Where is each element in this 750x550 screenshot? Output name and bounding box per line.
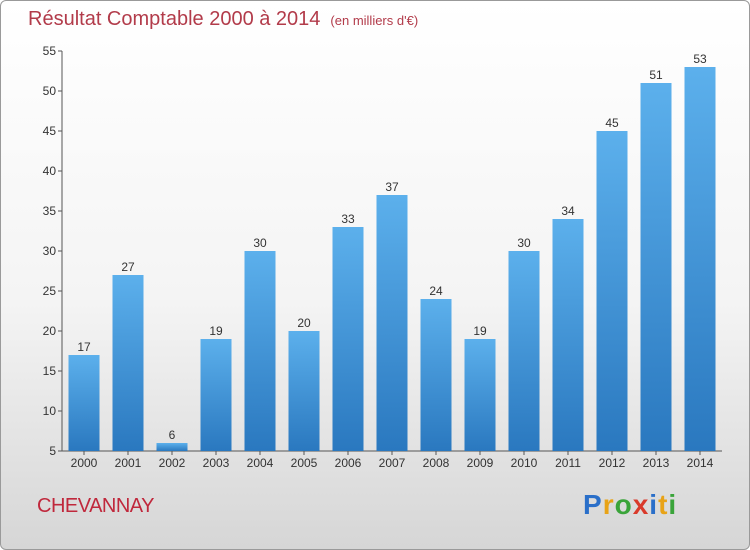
y-tick-label: 30 [43, 244, 57, 258]
x-tick-label: 2001 [115, 456, 142, 470]
y-tick-label: 45 [43, 124, 57, 138]
y-tick-label: 50 [43, 84, 57, 98]
brand-logo: Proxiti [583, 489, 677, 521]
brand-letter: i [649, 489, 659, 520]
y-tick-label: 5 [49, 444, 56, 458]
bar-value-label: 20 [297, 316, 311, 330]
brand-letter: t [658, 489, 669, 520]
x-tick-label: 2010 [511, 456, 538, 470]
x-tick-label: 2005 [291, 456, 318, 470]
x-tick-label: 2002 [159, 456, 186, 470]
bar [508, 251, 540, 451]
bar [684, 67, 716, 451]
chart-subtitle: (en milliers d'€) [330, 13, 419, 28]
x-tick-label: 2007 [379, 456, 406, 470]
bar [420, 299, 452, 451]
bar [112, 275, 144, 451]
x-tick-label: 2003 [203, 456, 230, 470]
bar-value-label: 30 [517, 236, 531, 250]
brand-letter: x [632, 489, 650, 520]
x-tick-label: 2011 [555, 456, 581, 470]
chart-bars: 17 27 6 19 30 20 33 37 24 19 30 34 45 51 53 [68, 52, 716, 451]
x-tick-label: 2000 [71, 456, 98, 470]
bar [200, 339, 232, 451]
bar [332, 227, 364, 451]
bar [464, 339, 496, 451]
brand-letter: r [602, 489, 615, 520]
bar-value-label: 37 [385, 180, 399, 194]
chart-title: Résultat Comptable 2000 à 2014 (en millie… [28, 8, 418, 31]
bar-value-label: 19 [473, 324, 487, 338]
x-tick-label: 2008 [423, 456, 450, 470]
bar-value-label: 30 [253, 236, 267, 250]
bar-value-label: 17 [77, 340, 91, 354]
bar-value-label: 33 [341, 212, 355, 226]
x-tick-label: 2004 [247, 456, 274, 470]
y-tick-label: 55 [43, 44, 57, 58]
x-tick-label: 2012 [599, 456, 626, 470]
bar-value-label: 19 [209, 324, 223, 338]
bar-value-label: 53 [693, 52, 707, 66]
brand-letter: i [668, 489, 678, 520]
chart-title-text: Résultat Comptable 2000 à 2014 [28, 8, 321, 30]
x-tick-label: 2006 [335, 456, 362, 470]
bar-value-label: 24 [429, 284, 443, 298]
bar-value-label: 34 [561, 204, 575, 218]
bar-value-label: 45 [605, 116, 619, 130]
commune-name: CHEVANNAY [37, 495, 155, 517]
bar [376, 195, 408, 451]
x-tick-label: 2009 [467, 456, 494, 470]
bar [640, 83, 672, 451]
y-tick-label: 35 [43, 204, 57, 218]
y-tick-label: 20 [43, 324, 57, 338]
bar [244, 251, 276, 451]
brand-letter: o [614, 489, 633, 520]
bar-value-label: 6 [169, 428, 176, 442]
brand-letter: P [583, 489, 603, 520]
bar [552, 219, 584, 451]
y-tick-label: 15 [43, 364, 57, 378]
bar [156, 443, 188, 451]
bar [596, 131, 628, 451]
y-tick-label: 40 [43, 164, 57, 178]
x-tick-label: 2013 [643, 456, 670, 470]
bar-value-label: 27 [121, 260, 135, 274]
x-tick-label: 2014 [687, 456, 714, 470]
y-tick-label: 10 [43, 404, 57, 418]
bar-value-label: 51 [649, 68, 663, 82]
bar [68, 355, 100, 451]
y-tick-label: 25 [43, 284, 57, 298]
bar [288, 331, 320, 451]
